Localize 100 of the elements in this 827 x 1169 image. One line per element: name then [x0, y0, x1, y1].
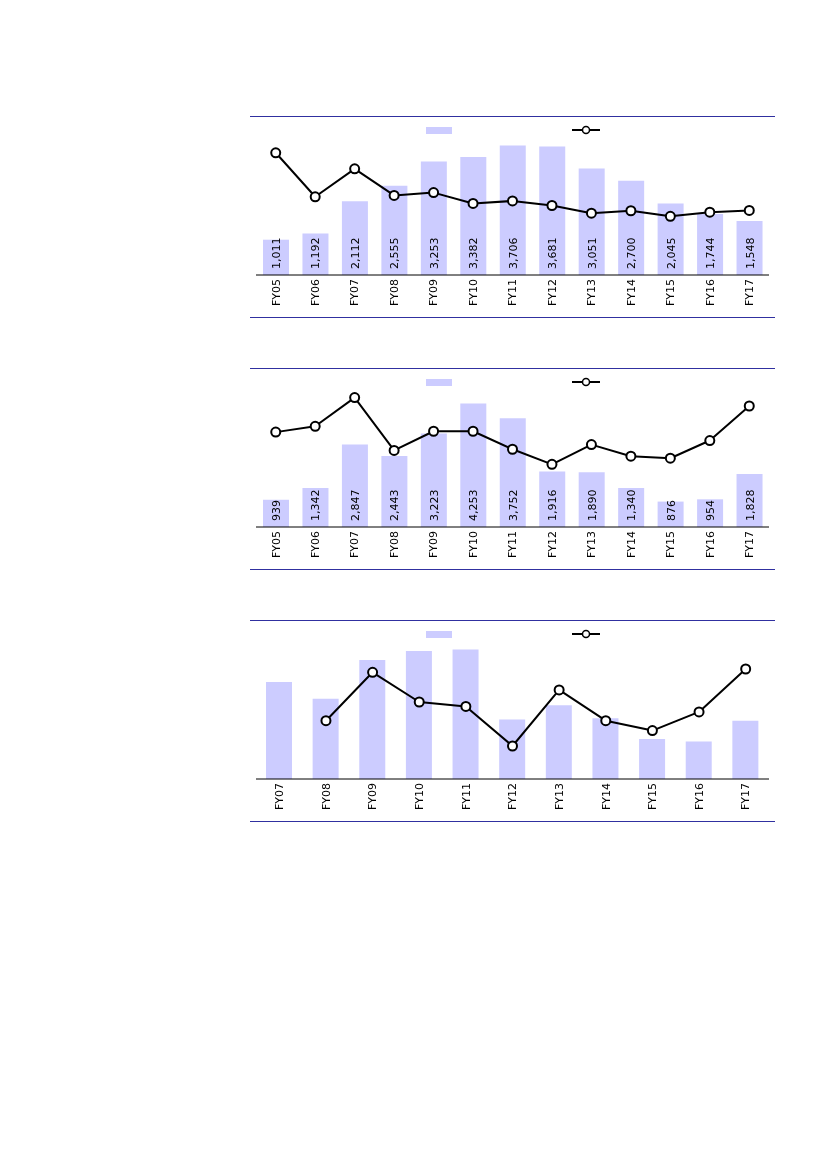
x-tick-label: FY10	[413, 783, 427, 811]
data-label: 1,828	[743, 489, 757, 521]
bar	[341, 444, 368, 527]
data-label: 3,253	[427, 237, 441, 269]
point	[600, 715, 612, 727]
x-tick-label: FY11	[506, 279, 520, 307]
x-tick-label: FY09	[427, 531, 441, 559]
data-label: 4,253	[467, 489, 481, 521]
data-label: 939	[270, 500, 283, 521]
x-tick-label: FY15	[646, 783, 660, 811]
point	[704, 435, 716, 447]
data-label: 2,700	[625, 237, 639, 269]
point	[349, 163, 361, 175]
point	[428, 187, 440, 199]
bar	[539, 471, 566, 527]
bar	[359, 659, 386, 779]
point	[320, 715, 332, 727]
x-tick-label: FY05	[269, 279, 283, 307]
x-tick-label: FY12	[545, 531, 559, 559]
data-label: 2,112	[348, 237, 362, 269]
point	[664, 210, 676, 222]
bar	[618, 180, 645, 275]
data-label: 3,223	[427, 489, 441, 521]
point	[309, 420, 321, 432]
x-tick-label: FY16	[703, 279, 717, 307]
bar	[592, 718, 619, 779]
x-tick-label: FY08	[319, 783, 333, 811]
point	[553, 684, 565, 696]
data-label: 1,744	[704, 237, 718, 269]
bar	[452, 649, 479, 779]
bar	[539, 146, 566, 275]
data-label: 2,045	[664, 237, 678, 269]
bar	[420, 433, 447, 527]
x-tick-label: FY08	[387, 531, 401, 559]
point	[367, 666, 379, 678]
point	[388, 189, 400, 201]
point	[460, 700, 472, 712]
x-tick-label: FY06	[309, 279, 322, 307]
point	[625, 205, 637, 217]
x-tick-label: FY09	[427, 279, 441, 307]
x-tick-label: FY17	[739, 783, 753, 811]
x-tick-label: FY14	[599, 783, 613, 811]
x-tick-label: FY09	[366, 783, 380, 811]
bar	[460, 156, 487, 275]
x-tick-label: FY14	[624, 279, 638, 307]
point	[743, 204, 755, 216]
x-tick-label: FY16	[692, 783, 706, 811]
data-label: 3,382	[467, 237, 481, 269]
point	[507, 443, 518, 455]
point	[664, 452, 676, 464]
data-label: 954	[704, 500, 718, 521]
x-tick-label: FY13	[585, 531, 599, 559]
x-tick-label: FY11	[459, 783, 473, 811]
data-label: 3,051	[585, 237, 599, 269]
bar	[266, 681, 292, 779]
x-tick-label: FY12	[506, 783, 520, 811]
x-tick-label: FY07	[348, 279, 362, 307]
x-tick-label: FY14	[624, 531, 638, 559]
point	[693, 706, 705, 718]
x-tick-label: FY07	[273, 783, 287, 811]
bar	[697, 214, 724, 275]
x-tick-label: FY15	[664, 531, 678, 559]
point	[625, 450, 637, 462]
point	[507, 740, 518, 752]
point	[743, 400, 755, 412]
x-tick-label: FY10	[466, 531, 480, 559]
data-label: 1,916	[546, 489, 560, 521]
point	[585, 207, 597, 219]
x-tick-label: FY11	[506, 531, 520, 559]
data-label: 3,706	[506, 237, 520, 269]
point	[270, 426, 282, 438]
bar	[312, 698, 339, 779]
data-label: 1,342	[309, 489, 323, 521]
point	[646, 725, 658, 737]
point	[546, 200, 558, 212]
data-label: 2,847	[348, 489, 362, 521]
x-tick-label: FY05	[269, 531, 283, 559]
data-label: 1,192	[309, 237, 323, 269]
bar	[732, 720, 759, 779]
point	[467, 197, 479, 209]
x-tick-label: FY16	[703, 531, 717, 559]
bar	[685, 741, 712, 779]
x-tick-label: FY08	[387, 279, 401, 307]
data-label: 2,443	[388, 489, 402, 521]
point	[507, 195, 518, 207]
data-label: 1,340	[625, 489, 639, 521]
point	[349, 392, 361, 404]
point	[309, 191, 321, 203]
x-tick-label: FY15	[664, 279, 678, 307]
data-label: 876	[664, 500, 678, 521]
bar	[341, 201, 368, 275]
bar	[499, 145, 526, 275]
point	[428, 425, 440, 437]
data-label: 1,548	[743, 237, 757, 269]
x-tick-label: FY13	[585, 279, 599, 307]
point	[270, 147, 282, 159]
bar	[405, 650, 432, 779]
point	[740, 663, 752, 675]
bar	[499, 719, 526, 779]
point	[413, 696, 425, 708]
